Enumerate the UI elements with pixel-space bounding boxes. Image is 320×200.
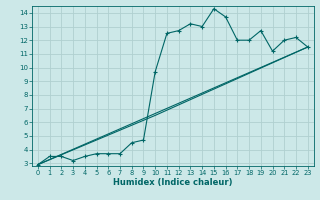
X-axis label: Humidex (Indice chaleur): Humidex (Indice chaleur)	[113, 178, 233, 187]
